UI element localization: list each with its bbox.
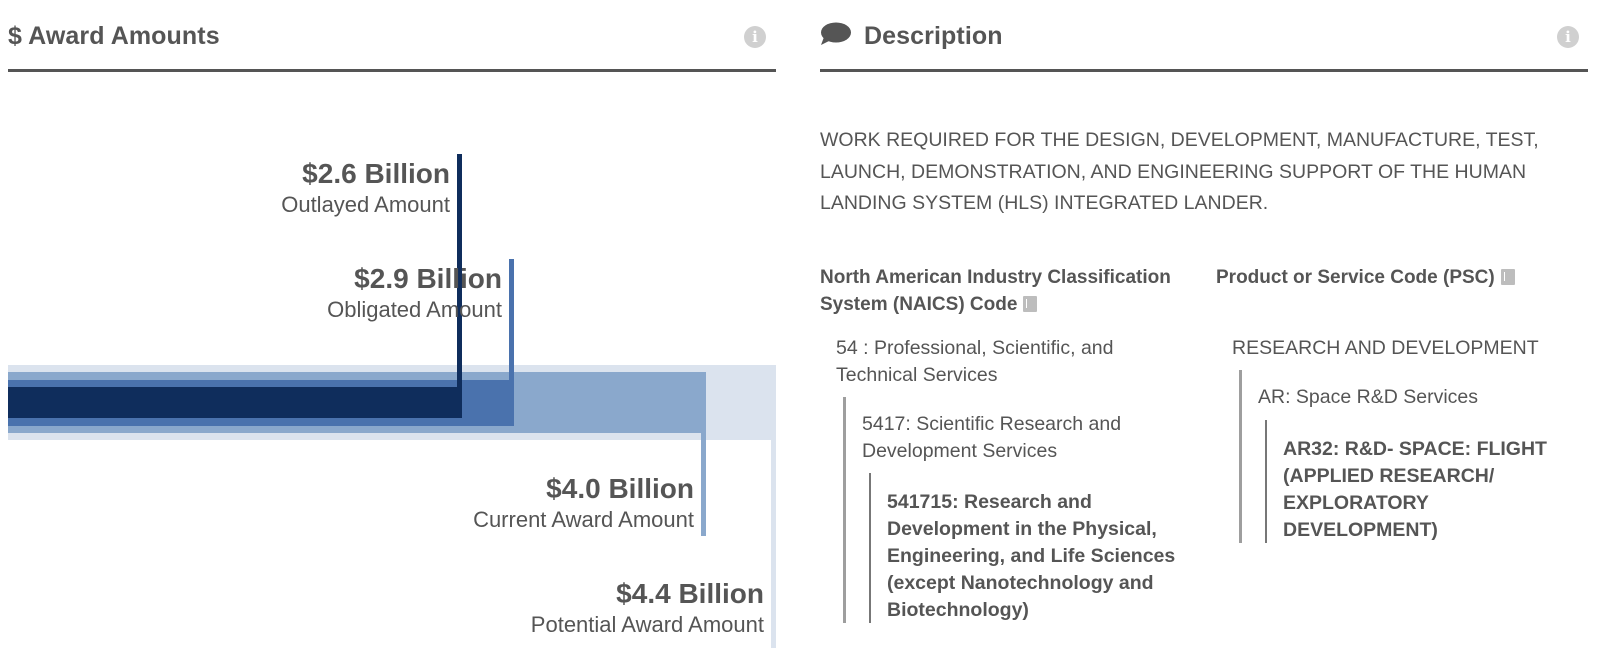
obligated-amount-value: $2.9 Billion	[354, 263, 502, 294]
psc-level-3: AR32: R&D- SPACE: FLIGHT (APPLIED RESEAR…	[1283, 438, 1547, 541]
glossary-book-icon[interactable]	[1500, 269, 1515, 285]
outlayed-amount-connector	[457, 154, 462, 418]
award-amounts-title: $ Award Amounts	[8, 22, 220, 50]
glossary-book-icon[interactable]	[1023, 296, 1038, 312]
potential-award-caption: Potential Award Amount	[530, 612, 764, 637]
naics-level-3: 541715: Research and Development in the …	[887, 491, 1176, 621]
psc-heading-text: Product or Service Code (PSC)	[1216, 267, 1495, 288]
naics-heading-line-1: North American Industry Classification	[820, 267, 1171, 288]
potential-award-value: $4.4 Billion	[616, 578, 764, 609]
psc-tree-line-1	[1239, 370, 1242, 543]
description-title: Description	[864, 22, 1003, 50]
outlayed-amount-label: $2.6 Billion Outlayed Amount	[281, 157, 450, 219]
psc-level-1: RESEARCH AND DEVELOPMENT	[1232, 337, 1539, 359]
obligated-amount-label: $2.9 Billion Obligated Amount	[327, 262, 502, 324]
obligated-amount-caption: Obligated Amount	[327, 297, 502, 322]
psc-tree-line-2	[1265, 420, 1267, 543]
current-award-connector	[701, 433, 706, 536]
current-award-caption: Current Award Amount	[473, 507, 694, 532]
award-panel-divider	[8, 69, 776, 72]
naics-level-2: 5417: Scientific Research and Developmen…	[862, 413, 1122, 462]
naics-level-1: 54 : Professional, Scientific, and Techn…	[836, 337, 1114, 386]
naics-tree-line-1	[843, 397, 846, 623]
info-icon[interactable]: i	[1557, 26, 1579, 48]
current-award-label: $4.0 Billion Current Award Amount	[473, 472, 694, 534]
current-award-value: $4.0 Billion	[546, 473, 694, 504]
psc-heading: Product or Service Code (PSC)	[1216, 264, 1515, 291]
description-text: WORK REQUIRED FOR THE DESIGN, DEVELOPMEN…	[820, 129, 1539, 214]
naics-tree-line-2	[869, 473, 871, 623]
psc-level-2: AR: Space R&D Services	[1258, 386, 1478, 408]
outlayed-amount-bar[interactable]	[8, 387, 462, 418]
potential-award-connector	[771, 440, 776, 648]
naics-heading: North American Industry Classification S…	[820, 264, 1171, 318]
info-icon[interactable]: i	[744, 26, 766, 48]
description-panel-divider	[820, 69, 1588, 72]
potential-award-label: $4.4 Billion Potential Award Amount	[531, 577, 764, 639]
obligated-amount-connector	[509, 259, 514, 380]
speech-bubble-icon	[821, 22, 851, 45]
outlayed-amount-value: $2.6 Billion	[302, 158, 450, 189]
outlayed-amount-caption: Outlayed Amount	[281, 192, 450, 217]
naics-heading-line-2: System (NAICS) Code	[820, 294, 1018, 315]
